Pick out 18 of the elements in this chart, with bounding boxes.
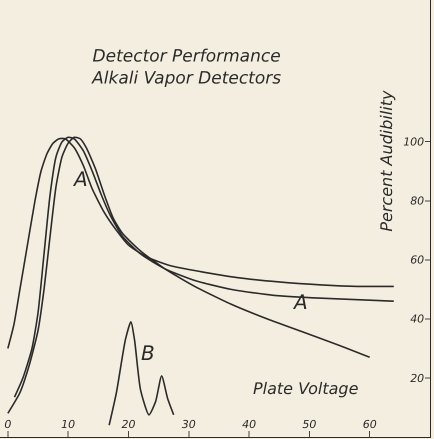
- annotation: B: [141, 341, 155, 365]
- y-tick-label: 20: [410, 372, 424, 385]
- y-tick-label: 60: [410, 254, 424, 267]
- x-tick-label: 60: [362, 418, 377, 431]
- x-tick-label: 30: [182, 418, 196, 431]
- x-tick-label: 10: [61, 418, 76, 431]
- y-tick-label: 100: [403, 136, 424, 149]
- x-tick-label: 20: [121, 418, 136, 431]
- text: Detector Performance: [92, 46, 281, 66]
- x-tick-label: 50: [302, 418, 316, 431]
- y-axis-title: Percent Audibility: [376, 90, 396, 232]
- y-tick-label: 80: [410, 194, 424, 208]
- annotation: A: [72, 167, 88, 191]
- x-tick-label: 40: [242, 418, 256, 431]
- x-tick-label: 0: [4, 418, 12, 431]
- x-axis-title: Plate Voltage: [253, 379, 359, 398]
- y-tick-label: 40: [410, 312, 424, 326]
- text: Alkali Vapor Detectors: [91, 68, 282, 89]
